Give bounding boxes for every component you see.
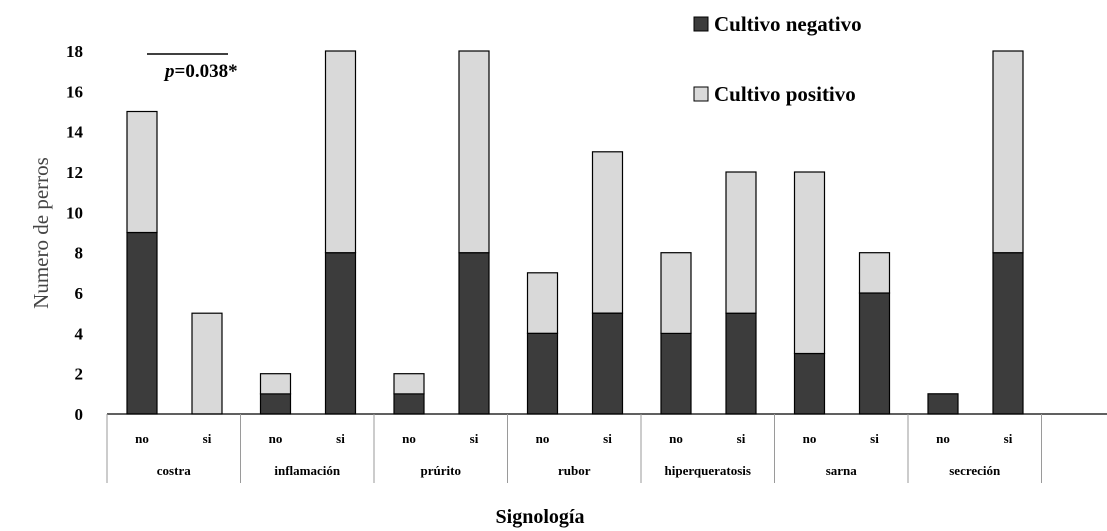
sub-category-label: si xyxy=(870,431,879,446)
bars xyxy=(126,50,1024,415)
legend-label-cultivo-positivo: Cultivo positivo xyxy=(714,82,856,106)
legend-label-cultivo-negativo: Cultivo negativo xyxy=(714,12,862,36)
sub-category-label: si xyxy=(603,431,612,446)
p-value-label: p=0.038* xyxy=(163,61,238,82)
y-tick-label: 6 xyxy=(75,284,84,303)
bar-segment-negativo-rubor-si xyxy=(591,312,624,415)
bar-segment-negativo-hiperqueratosis-si xyxy=(725,312,757,415)
y-tick-label: 18 xyxy=(66,42,83,61)
bar-segment-positivo-rubor-no xyxy=(526,272,559,334)
bar-segment-positivo-costra-no xyxy=(126,110,158,234)
bar-segment-negativo-hiperqueratosis-no xyxy=(660,332,692,415)
bar-segment-positivo-costra-si xyxy=(191,312,223,415)
sub-category-label: no xyxy=(536,431,550,446)
category-table-lines xyxy=(106,413,1107,483)
legend: Cultivo negativo Cultivo positivo xyxy=(693,12,862,106)
bar-segment-positivo-inflamación-no xyxy=(259,373,292,395)
bar-segment-positivo-inflamación-si xyxy=(324,50,357,254)
y-tick-label: 4 xyxy=(75,324,84,343)
bar-segment-positivo-prúrito-no xyxy=(393,373,425,395)
significance-annotation: p=0.038* xyxy=(147,53,238,82)
y-axis-ticks: 0 2 4 6 8 10 12 14 16 18 xyxy=(66,42,84,424)
x-axis-title: Signología xyxy=(496,506,585,528)
y-axis-title: Numero de perros xyxy=(29,157,53,309)
bar-segment-negativo-inflamación-no xyxy=(259,393,292,415)
bar-segment-positivo-prúrito-si xyxy=(458,50,490,254)
bar-segment-positivo-rubor-si xyxy=(591,151,624,314)
bar-segment-negativo-prúrito-si xyxy=(458,252,490,415)
group-label-inflamación: inflamación xyxy=(274,463,340,478)
sub-category-label: si xyxy=(336,431,345,446)
bar-segment-negativo-sarna-si xyxy=(858,292,891,415)
bar-segment-negativo-sarna-no xyxy=(793,352,826,415)
bar-segment-negativo-secreción-no xyxy=(927,393,959,415)
sub-category-label: no xyxy=(669,431,683,446)
sub-category-label: si xyxy=(737,431,746,446)
sub-category-label: no xyxy=(135,431,149,446)
group-label-costra: costra xyxy=(157,463,191,478)
bar-segment-positivo-sarna-no xyxy=(793,171,826,355)
group-label-hiperqueratosis: hiperqueratosis xyxy=(665,463,751,478)
y-tick-label: 10 xyxy=(66,203,83,222)
sub-category-label: no xyxy=(803,431,817,446)
legend-swatch-cultivo-positivo xyxy=(693,86,709,102)
legend-swatch-cultivo-negativo xyxy=(693,16,709,32)
y-tick-label: 8 xyxy=(75,244,84,263)
bar-segment-positivo-hiperqueratosis-si xyxy=(725,171,757,314)
y-tick-label: 16 xyxy=(66,82,83,101)
group-label-rubor: rubor xyxy=(558,463,591,478)
group-label-sarna: sarna xyxy=(826,463,858,478)
sub-category-label: no xyxy=(936,431,950,446)
bar-segment-negativo-secreción-si xyxy=(992,252,1024,415)
bar-segment-positivo-hiperqueratosis-no xyxy=(660,252,692,334)
y-tick-label: 0 xyxy=(75,405,84,424)
group-label-secreción: secreción xyxy=(949,463,1001,478)
bar-segment-positivo-sarna-si xyxy=(858,252,891,294)
bar-segment-negativo-costra-no xyxy=(126,231,158,415)
sub-category-label: no xyxy=(402,431,416,446)
y-tick-label: 14 xyxy=(66,123,84,142)
bar-segment-positivo-secreción-si xyxy=(992,50,1024,254)
sub-category-label: si xyxy=(1004,431,1013,446)
sub-category-label: no xyxy=(269,431,283,446)
y-tick-label: 12 xyxy=(66,163,83,182)
y-tick-label: 2 xyxy=(75,365,84,384)
group-label-prúrito: prúrito xyxy=(421,463,461,478)
bar-segment-negativo-inflamación-si xyxy=(324,252,357,415)
x-axis-categories: no si costra no si inflamación no si prúrito no si… xyxy=(135,431,1013,478)
sub-category-label: si xyxy=(470,431,479,446)
bar-segment-negativo-rubor-no xyxy=(526,332,559,415)
bar-segment-negativo-prúrito-no xyxy=(393,393,425,415)
sub-category-label: si xyxy=(203,431,212,446)
